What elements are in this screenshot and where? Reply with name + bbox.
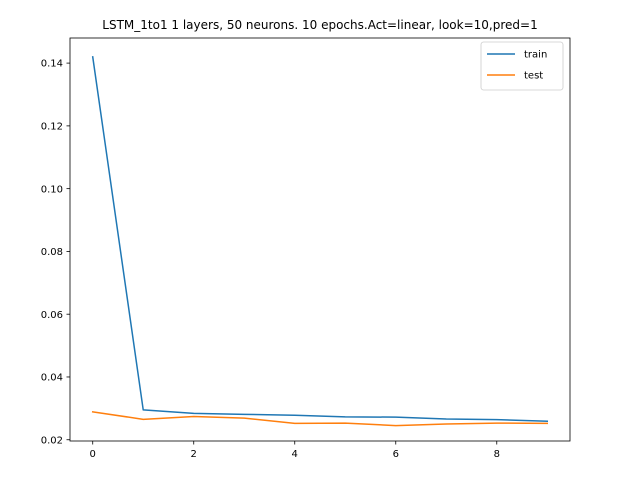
- x-tick-label: 2: [191, 449, 197, 460]
- x-tick-label: 8: [494, 449, 500, 460]
- legend-label-train: train: [524, 50, 547, 61]
- series-layer: [91, 55, 549, 427]
- x-tick-label: 0: [90, 449, 96, 460]
- y-axis: 0.02 0.04 0.06 0.08 0.10 0.12 0.14: [41, 59, 70, 446]
- y-tick-label: 0.12: [41, 121, 63, 132]
- y-tick-label: 0.06: [41, 310, 63, 321]
- series-line-train: [91, 55, 549, 423]
- x-tick-label: 6: [393, 449, 399, 460]
- y-tick-label: 0.14: [41, 59, 63, 70]
- x-tick-label: 4: [292, 449, 298, 460]
- legend-box: [480, 41, 564, 91]
- y-tick-label: 0.08: [41, 247, 63, 258]
- chart-title: LSTM_1to1 1 layers, 50 neurons. 10 epoch…: [102, 18, 537, 32]
- series-line-test: [91, 410, 549, 427]
- y-tick-label: 0.04: [41, 373, 63, 384]
- legend-label-test: test: [524, 71, 543, 82]
- legend: train test: [480, 41, 564, 91]
- plot-area: [69, 37, 571, 442]
- y-tick-label: 0.10: [41, 184, 63, 195]
- x-axis: 0 2 4 6 8: [90, 441, 500, 460]
- y-tick-label: 0.02: [41, 435, 63, 446]
- plot-frame: [69, 37, 571, 442]
